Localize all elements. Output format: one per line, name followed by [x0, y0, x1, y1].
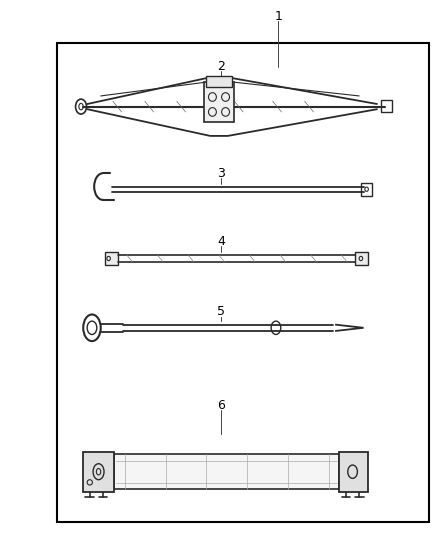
Text: 1: 1 [274, 10, 282, 23]
FancyBboxPatch shape [339, 452, 368, 491]
FancyBboxPatch shape [204, 82, 234, 122]
FancyBboxPatch shape [105, 252, 118, 265]
FancyBboxPatch shape [83, 452, 114, 491]
Text: 4: 4 [217, 235, 225, 248]
FancyBboxPatch shape [114, 454, 339, 489]
Text: 3: 3 [217, 167, 225, 180]
Text: 2: 2 [217, 60, 225, 73]
FancyBboxPatch shape [206, 76, 232, 86]
Text: 6: 6 [217, 399, 225, 411]
FancyBboxPatch shape [355, 252, 368, 265]
Text: 5: 5 [217, 305, 225, 318]
